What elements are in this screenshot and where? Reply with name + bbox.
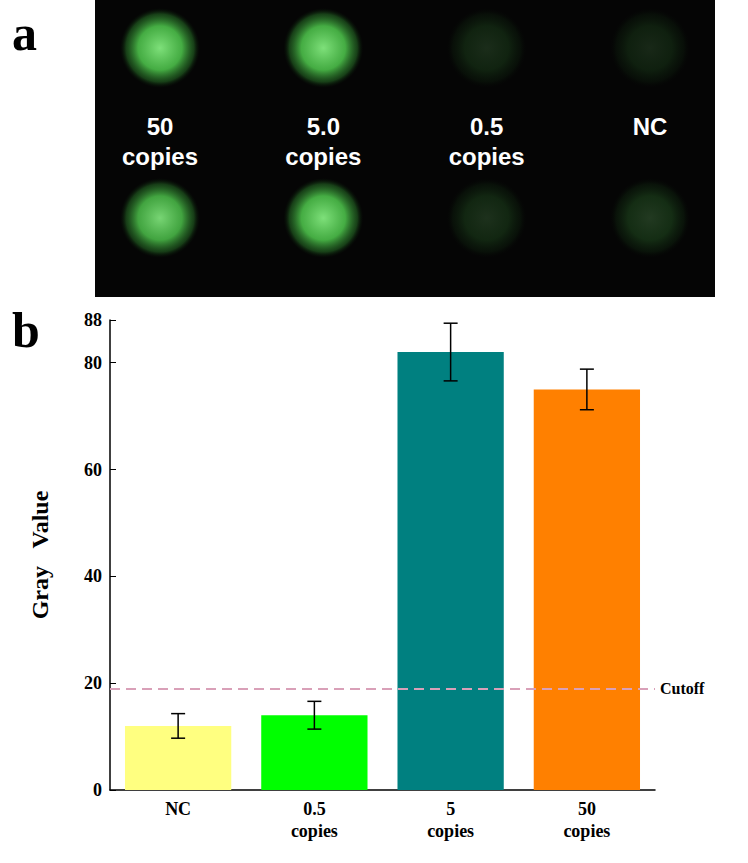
svg-text:80: 80 <box>84 353 102 373</box>
svg-text:20: 20 <box>84 673 102 693</box>
svg-text:0.5: 0.5 <box>303 799 326 819</box>
svg-text:88: 88 <box>84 310 102 330</box>
svg-text:50copies: 50copies <box>122 113 198 170</box>
svg-text:copies: copies <box>291 821 338 841</box>
svg-text:Cutoff: Cutoff <box>660 680 705 697</box>
svg-text:copies: copies <box>427 821 474 841</box>
svg-text:0.5copies: 0.5copies <box>449 113 525 170</box>
html-text:a: a <box>12 5 37 61</box>
svg-text:5.0copies: 5.0copies <box>285 113 361 170</box>
svg-text:copies: copies <box>563 821 610 841</box>
html-text:b: b <box>12 302 40 358</box>
svg-text:NC: NC <box>633 113 668 140</box>
svg-text:NC: NC <box>165 799 191 819</box>
svg-text:50: 50 <box>578 799 596 819</box>
svg-text:5: 5 <box>446 799 455 819</box>
svg-text:60: 60 <box>84 460 102 480</box>
svg-text:Gray Value: Gray Value <box>27 490 53 619</box>
svg-text:40: 40 <box>84 566 102 586</box>
svg-text:0: 0 <box>93 780 102 800</box>
